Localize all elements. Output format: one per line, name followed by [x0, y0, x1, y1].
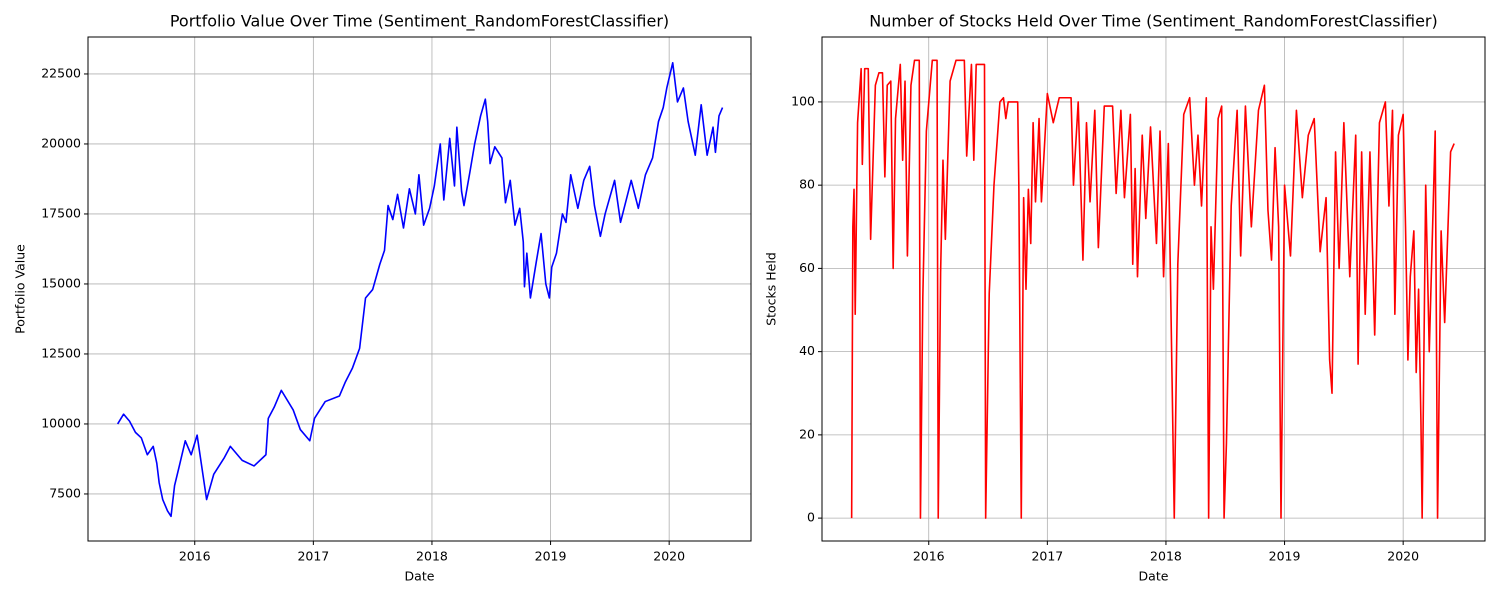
y-axis-label: Portfolio Value: [13, 244, 28, 334]
x-tick-label: 2016: [179, 549, 211, 564]
x-tick-label: 2017: [297, 549, 329, 564]
y-tick-label: 10000: [41, 415, 81, 430]
axes-frame: [821, 36, 1486, 542]
x-tick-label: 2016: [913, 549, 945, 564]
y-tick-label: 17500: [41, 205, 81, 220]
y-tick-label: 40: [799, 343, 815, 358]
x-tick-label: 2017: [1031, 549, 1063, 564]
x-tick-label: 2020: [1387, 549, 1419, 564]
y-tick-label: 80: [799, 177, 815, 192]
x-tick-label: 2019: [535, 549, 567, 564]
y-tick-label: 100: [791, 93, 815, 108]
y-axis-label: Stocks Held: [764, 252, 779, 326]
chart-title: Portfolio Value Over Time (Sentiment_Ran…: [170, 12, 669, 32]
x-axis-label: Date: [1139, 569, 1169, 584]
x-tick-label: 2020: [653, 549, 685, 564]
chart-title: Number of Stocks Held Over Time (Sentime…: [869, 12, 1438, 32]
data-line: [116, 61, 724, 518]
x-tick-label: 2018: [416, 549, 448, 564]
y-tick-label: 20: [799, 426, 815, 441]
x-axis-label: Date: [405, 569, 435, 584]
x-tick-label: 2019: [1269, 549, 1301, 564]
y-tick-label: 12500: [41, 345, 81, 360]
y-tick-label: 15000: [41, 275, 81, 290]
y-tick-label: 60: [799, 260, 815, 275]
y-tick-label: 0: [807, 510, 815, 525]
y-tick-label: 7500: [49, 485, 81, 500]
data-line: [850, 59, 1455, 519]
axes-frame: [87, 36, 752, 542]
y-tick-label: 20000: [41, 135, 81, 150]
x-tick-label: 2018: [1150, 549, 1182, 564]
y-tick-label: 22500: [41, 65, 81, 80]
